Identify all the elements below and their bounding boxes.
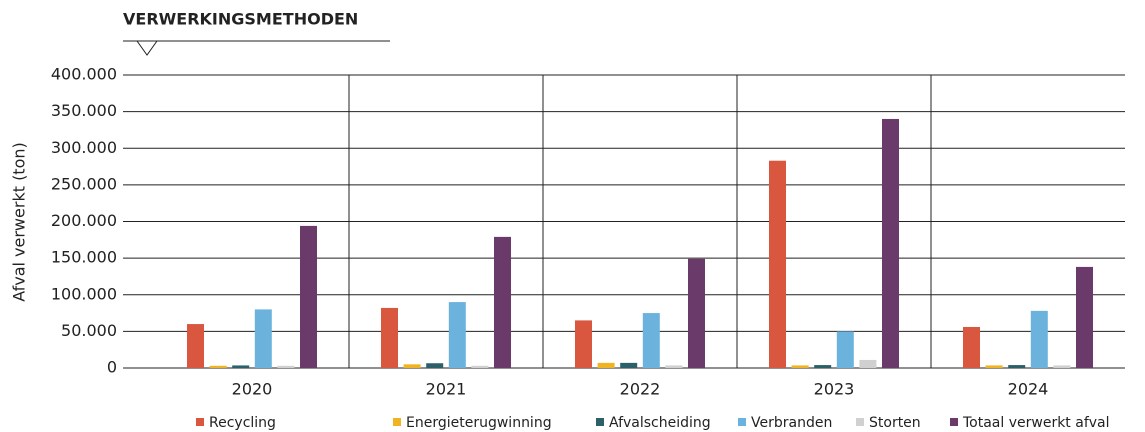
bar [209,365,227,368]
legend-swatch [196,418,204,426]
x-tick-label: 2023 [814,380,855,399]
x-tick-label: 2021 [426,380,467,399]
bar [448,302,466,368]
chart-title: VERWERKINGSMETHODEN [123,10,358,29]
bar [277,365,295,368]
bar [381,307,398,368]
bar [859,359,877,368]
title-decoration [123,40,390,56]
bar [1076,266,1093,368]
bar [187,324,204,368]
legend-label: Recycling [209,415,276,431]
x-tick-label: 2022 [620,380,661,399]
y-tick-label: 400.000 [51,65,117,84]
bar [882,118,899,368]
y-axis-label: Afval verwerkt (ton) [10,142,29,302]
bar [814,365,832,368]
legend-swatch [596,418,604,426]
bar [985,365,1003,368]
legend-label: Verbranden [751,415,832,431]
bar [1053,365,1071,368]
x-tick-label: 2024 [1008,380,1049,399]
bar [688,258,705,368]
legend-label: Storten [869,415,921,431]
y-tick-label: 300.000 [51,138,117,157]
bar [791,365,809,368]
bar [300,225,317,368]
legend-swatch [856,418,864,426]
bar [597,362,615,368]
bar [494,236,511,368]
bar [620,362,638,368]
legend-swatch [393,418,401,426]
bar [642,313,660,368]
bar [254,309,272,368]
y-tick-label: 100.000 [51,284,117,303]
y-tick-label: 200.000 [51,211,117,230]
bar [575,320,592,368]
legend-label: Energieterugwinning [406,415,552,431]
legend-swatch [738,418,746,426]
y-tick-label: 250.000 [51,174,117,193]
x-tick-label: 2020 [232,380,273,399]
y-tick-label: 0 [107,358,117,377]
bar [1030,310,1048,368]
bar [665,365,683,368]
bar [769,160,786,368]
bar [836,331,854,368]
legend-label: Totaal verwerkt afval [962,415,1110,431]
y-tick-label: 50.000 [61,321,117,340]
legend-swatch [950,418,958,426]
legend-label: Afvalscheiding [609,415,711,431]
bar [403,364,421,368]
y-tick-label: 350.000 [51,101,117,120]
bar [232,365,250,368]
y-tick-label: 150.000 [51,248,117,267]
bar [963,326,980,368]
bar [1008,365,1026,368]
bar [471,365,489,368]
bar [426,363,444,368]
